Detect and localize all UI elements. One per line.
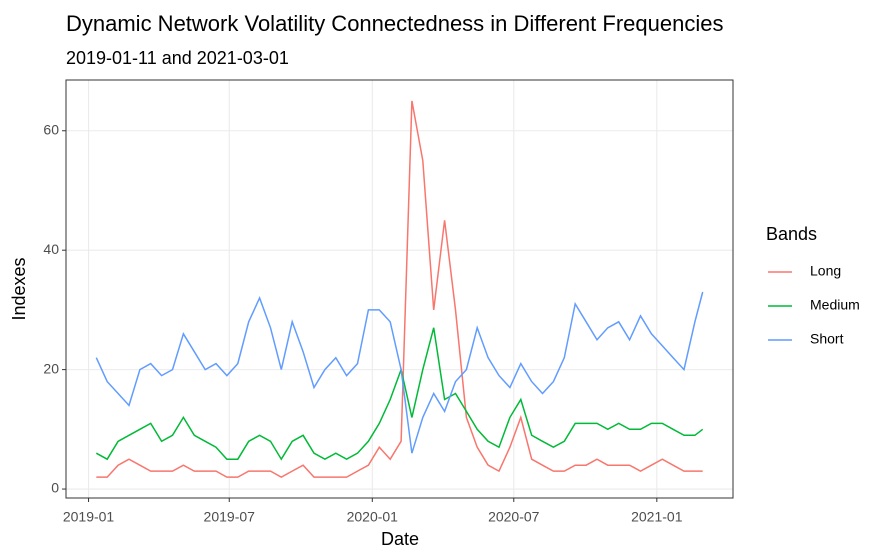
x-tick-label: 2019-01 [63,509,115,525]
legend-label: Medium [810,297,860,313]
x-tick-label: 2019-07 [204,509,256,525]
chart-title: Dynamic Network Volatility Connectedness… [66,11,723,36]
y-tick-label: 60 [43,121,59,137]
x-tick-label: 2020-01 [347,509,399,525]
panel [66,80,733,498]
x-tick-label: 2021-01 [631,509,683,525]
legend-label: Long [810,263,841,279]
y-tick-label: 0 [51,480,59,496]
y-axis-title: Indexes [9,257,29,320]
legend-label: Short [810,331,844,347]
chart-subtitle: 2019-01-11 and 2021-03-01 [66,48,289,68]
y-tick-label: 20 [43,360,59,376]
legend-title: Bands [766,224,817,244]
y-tick-label: 40 [43,241,59,257]
panel-border [65,79,734,499]
x-tick-label: 2020-07 [488,509,540,525]
x-axis-title: Date [381,529,419,549]
series-line [95,291,704,454]
series-line [96,100,703,478]
